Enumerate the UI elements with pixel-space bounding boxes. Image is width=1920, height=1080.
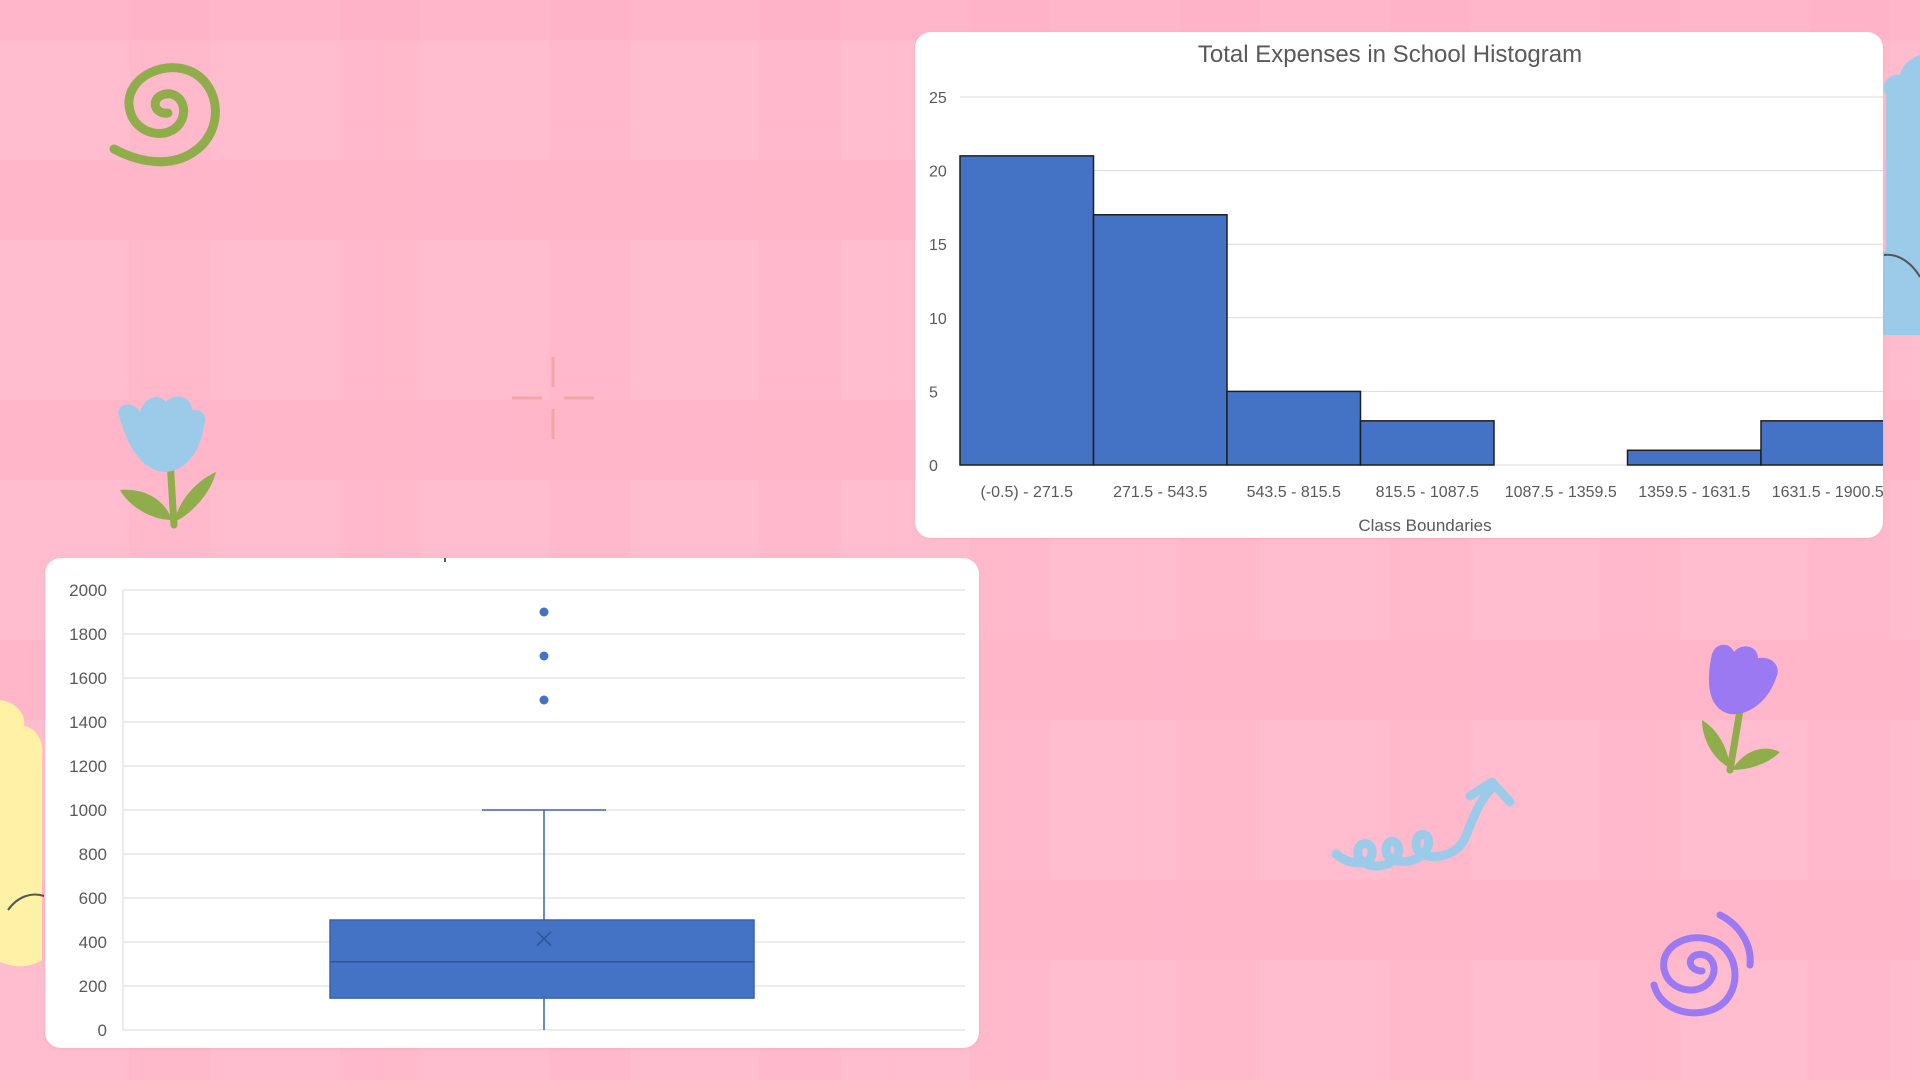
histogram-y-tick-label: 5 bbox=[929, 384, 938, 401]
boxplot-y-tick-label: 1200 bbox=[69, 757, 107, 776]
cloud-yellow-icon bbox=[0, 700, 45, 967]
boxplot-y-tick-label: 1600 bbox=[69, 669, 107, 688]
boxplot-y-tick-label: 1800 bbox=[69, 625, 107, 644]
boxplot-y-tick-label: 1000 bbox=[69, 801, 107, 820]
histogram-bar bbox=[1760, 420, 1883, 466]
boxplot-chart: 0 200 400 600 800 1000 1200 1400 1600 1800 2000 bbox=[69, 558, 965, 1040]
boxplot-panel: 0 200 400 600 800 1000 1200 1400 1600 1800 2000 bbox=[45, 558, 979, 1048]
spiral-purple-icon bbox=[1650, 911, 1754, 1017]
histogram-x-tick-label: 1359.5 - 1631.5 bbox=[1638, 484, 1750, 501]
boxplot-box bbox=[329, 919, 755, 999]
histogram-x-tick-label: 271.5 - 543.5 bbox=[1113, 484, 1207, 501]
boxplot-y-tick-label: 2000 bbox=[69, 581, 107, 600]
crosshair-icon bbox=[512, 357, 594, 439]
histogram-x-tick-label: 815.5 - 1087.5 bbox=[1376, 484, 1479, 501]
spiral-green-icon bbox=[109, 63, 220, 167]
histogram-x-tick-label: (-0.5) - 271.5 bbox=[981, 484, 1074, 501]
cloud-blue-icon bbox=[1872, 55, 1920, 335]
boxplot-y-tick-label: 200 bbox=[79, 977, 107, 996]
histogram-y-tick-label: 0 bbox=[929, 458, 938, 475]
boxplot-y-tick-label: 800 bbox=[79, 845, 107, 864]
histogram-bar bbox=[1626, 449, 1762, 466]
tulip-purple-icon bbox=[1702, 644, 1780, 774]
histogram-bar bbox=[1359, 420, 1495, 466]
histogram-x-tick-label: 1631.5 - 1900.5 bbox=[1772, 484, 1883, 501]
tulip-blue-icon bbox=[118, 396, 216, 529]
histogram-x-tick-label: 1087.5 - 1359.5 bbox=[1505, 484, 1617, 501]
histogram-x-tick-label: 543.5 - 815.5 bbox=[1247, 484, 1341, 501]
boxplot-outlier-point bbox=[539, 695, 549, 705]
histogram-title: Total Expenses in School Histogram bbox=[1198, 41, 1582, 68]
boxplot-y-tick-label: 600 bbox=[79, 889, 107, 908]
boxplot-y-tick-label: 400 bbox=[79, 933, 107, 952]
boxplot-mean-marker bbox=[536, 931, 552, 947]
histogram-chart: Total Expenses in School Histogram 0 5 10 1… bbox=[929, 41, 1883, 535]
histogram-y-tick-label: 15 bbox=[929, 237, 947, 254]
boxplot-outlier-point bbox=[539, 607, 549, 617]
histogram-y-tick-label: 10 bbox=[929, 311, 947, 328]
squiggle-arrow-icon bbox=[1331, 777, 1515, 871]
histogram-panel: Total Expenses in School Histogram 0 5 10 1… bbox=[915, 32, 1883, 538]
histogram-y-tick-label: 25 bbox=[929, 90, 947, 107]
histogram-y-tick-label: 20 bbox=[929, 164, 947, 181]
histogram-bar bbox=[1092, 214, 1228, 466]
histogram-bar bbox=[1226, 390, 1362, 466]
histogram-x-axis-label: Class Boundaries bbox=[1358, 516, 1491, 535]
boxplot-outlier-point bbox=[539, 651, 549, 661]
boxplot-y-tick-label: 0 bbox=[98, 1021, 107, 1040]
boxplot-y-tick-label: 1400 bbox=[69, 713, 107, 732]
histogram-bar bbox=[959, 155, 1095, 466]
